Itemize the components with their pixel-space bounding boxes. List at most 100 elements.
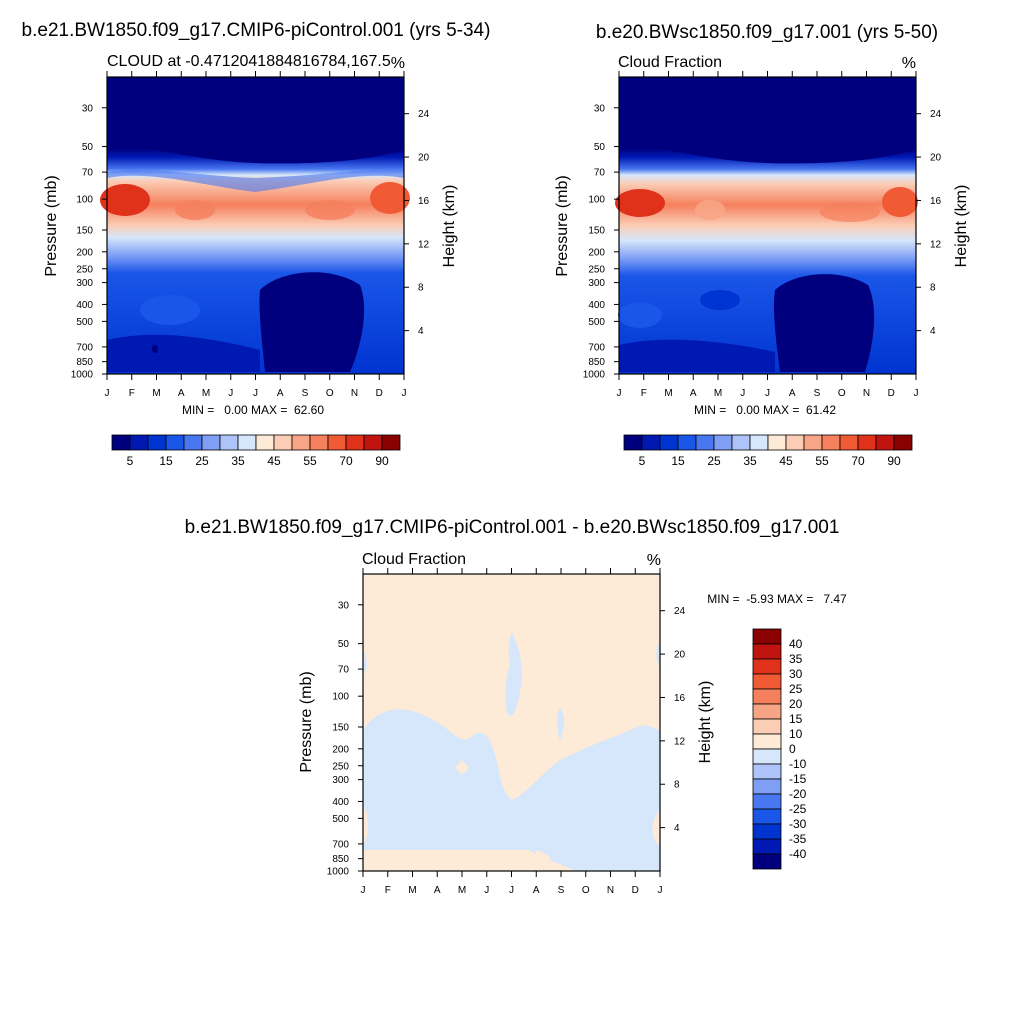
p1-month-label: M: [202, 388, 210, 399]
p2-colorbar-box: [659, 434, 679, 451]
p1-height-tick-label: 16: [418, 196, 430, 207]
p2-colorbar-label: 90: [887, 454, 901, 468]
p2-pressure-tick-label: 1000: [583, 370, 606, 381]
p1-colorbar-label: 45: [267, 454, 281, 468]
panel3-left-label: Cloud Fraction: [362, 551, 466, 568]
p3-pressure-tick-label: 70: [338, 665, 350, 676]
p2-pressure-tick-label: 250: [588, 264, 605, 275]
p1-pressure-tick-label: 30: [82, 103, 94, 114]
p3-height-tick-label: 4: [674, 823, 680, 834]
p3-month-label: O: [582, 885, 590, 896]
p2-colorbar-box: [713, 434, 733, 451]
p1-month-label: M: [152, 388, 160, 399]
panel1-axes: 30 50 70 100 150 200 250 300 400 500 700 850 1000 24 2…: [71, 71, 430, 399]
p2-pressure-tick-label: 400: [588, 300, 605, 311]
p3-pressure-tick-label: 150: [332, 722, 349, 733]
p3-colorbar-box: [752, 643, 782, 660]
p3-colorbar-box: [752, 853, 782, 870]
p2-colorbar-box: [749, 434, 769, 451]
p2-month-label: J: [765, 388, 770, 399]
p1-colorbar-label: 35: [231, 454, 245, 468]
p3-colorbar-box: [752, 763, 782, 780]
p2-pressure-tick-label: 50: [594, 142, 606, 153]
p1-colorbar-label: 70: [339, 454, 353, 468]
p1-month-label: J: [228, 388, 233, 399]
p3-colorbar-label: 40: [789, 637, 803, 651]
p2-colorbar-box: [839, 434, 859, 451]
p1-month-label: S: [302, 388, 309, 399]
p2-colorbar-box: [641, 434, 661, 451]
panel3-ylabel: Pressure (mb): [298, 671, 315, 772]
p3-colorbar-label: 0: [789, 742, 796, 756]
p1-height-tick-label: 8: [418, 283, 424, 294]
p1-colorbar-box: [111, 434, 131, 451]
p2-month-label: S: [814, 388, 821, 399]
p3-month-label: M: [408, 885, 416, 896]
p2-pressure-tick-label: 200: [588, 247, 605, 258]
p3-colorbar-label: 35: [789, 652, 803, 666]
p3-month-label: S: [558, 885, 565, 896]
p3-month-label: J: [361, 885, 366, 896]
p2-pressure-tick-label: 700: [588, 342, 605, 353]
p2-month-label: F: [641, 388, 647, 399]
p2-colorbar-box: [857, 434, 877, 451]
p2-colorbar-box: [803, 434, 823, 451]
p3-colorbar-label: -20: [789, 787, 807, 801]
p3-month-label: J: [658, 885, 663, 896]
p2-colorbar-box: [623, 434, 643, 451]
p1-pressure-tick-label: 500: [76, 317, 93, 328]
panel1-ylabel: Pressure (mb): [43, 175, 60, 276]
p2-colorbar-box: [821, 434, 841, 451]
p1-height-tick-label: 24: [418, 109, 430, 120]
p2-month-label: J: [740, 388, 745, 399]
p1-colorbar-box: [183, 434, 203, 451]
p3-month-label: M: [458, 885, 466, 896]
p3-pressure-tick-label: 400: [332, 797, 349, 808]
p2-colorbar-box: [677, 434, 697, 451]
p3-pressure-tick-label: 50: [338, 639, 350, 650]
p1-colorbar-label: 15: [159, 454, 173, 468]
p1-pressure-tick-label: 700: [76, 342, 93, 353]
p1-month-label: J: [402, 388, 407, 399]
p2-month-label: M: [664, 388, 672, 399]
p1-colorbar-box: [129, 434, 149, 451]
p1-height-tick-label: 20: [418, 153, 430, 164]
p1-colorbar-box: [165, 434, 185, 451]
p1-month-label: A: [178, 388, 185, 399]
p3-colorbar-label: -15: [789, 772, 807, 786]
p2-pressure-tick-label: 500: [588, 317, 605, 328]
p3-colorbar-label: -40: [789, 847, 807, 861]
p2-pressure-tick-label: 30: [594, 103, 606, 114]
p1-colorbar-label: 5: [127, 454, 134, 468]
p2-pressure-tick-label: 100: [588, 195, 605, 206]
p1-height-tick-label: 12: [418, 239, 430, 250]
panel2-axes: 30 50 70 100 150 200 250 300 400 500 700 850 1000 24 2…: [583, 71, 942, 399]
p1-colorbar-box: [381, 434, 401, 451]
p3-colorbar-box: [752, 823, 782, 840]
p2-height-tick-label: 12: [930, 239, 942, 250]
p1-month-label: F: [129, 388, 135, 399]
p1-month-label: J: [253, 388, 258, 399]
p1-height-tick-label: 4: [418, 326, 424, 337]
panel1-plot-area: [100, 76, 410, 375]
p1-pressure-tick-label: 1000: [71, 370, 94, 381]
p3-colorbar-box: [752, 838, 782, 855]
p1-month-label: N: [351, 388, 358, 399]
p3-pressure-tick-label: 850: [332, 854, 349, 865]
p2-month-label: N: [863, 388, 870, 399]
p3-colorbar-box: [752, 673, 782, 690]
p2-month-label: A: [690, 388, 697, 399]
p2-colorbar-label: 25: [707, 454, 721, 468]
p3-pressure-tick-label: 300: [332, 775, 349, 786]
p2-colorbar-label: 15: [671, 454, 685, 468]
p2-height-tick-label: 8: [930, 283, 936, 294]
p3-colorbar-box: [752, 718, 782, 735]
p1-pressure-tick-label: 200: [76, 247, 93, 258]
p1-pressure-tick-label: 250: [76, 264, 93, 275]
p3-pressure-tick-label: 700: [332, 839, 349, 850]
p2-pressure-tick-label: 150: [588, 225, 605, 236]
panel3-axes: 30 50 70 100 150 200 250 300 400 500 700 850 1000 24 2…: [327, 568, 686, 896]
p3-colorbar-label: 20: [789, 697, 803, 711]
p3-colorbar-label: 30: [789, 667, 803, 681]
